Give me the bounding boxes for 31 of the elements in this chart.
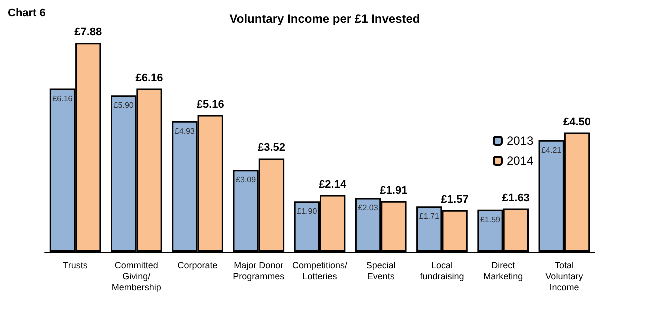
x-tick-label: Local fundraising	[420, 260, 464, 282]
x-tick-label: Committed Giving/ Membership	[112, 260, 162, 292]
data-label: £5.16	[196, 98, 224, 111]
data-label: £1.91	[380, 184, 408, 197]
x-tick-label: Total Voluntary Income	[546, 260, 584, 292]
data-label: £5.90	[114, 101, 134, 110]
x-tick-label: Competitions/ Lotteries	[292, 260, 348, 282]
data-label: £3.52	[258, 142, 286, 154]
data-label: £1.90	[297, 207, 318, 216]
data-label: £3.09	[236, 176, 257, 185]
data-label: £6.16	[136, 72, 164, 84]
x-tick-label: Special Events	[366, 260, 396, 282]
legend-label: 2014	[507, 154, 534, 168]
data-label: £6.16	[52, 94, 74, 104]
data-label: £1.71	[419, 212, 440, 222]
x-tick-label: Corporate	[178, 260, 218, 270]
data-label: £1.63	[502, 192, 530, 204]
data-label: £4.50	[564, 116, 592, 128]
data-label: £4.21	[542, 146, 562, 155]
data-label: £4.93	[174, 126, 196, 136]
data-label: £7.88	[74, 26, 102, 39]
x-tick-label: Direct Marketing	[484, 260, 524, 282]
x-tick-label: Trusts	[63, 260, 88, 270]
data-label: £2.14	[319, 178, 348, 191]
caption: Chart 6	[8, 8, 46, 20]
data-label: £2.03	[358, 204, 379, 213]
data-label: £1.57	[441, 194, 469, 206]
legend-label: 2013	[507, 134, 534, 148]
x-tick-label: Major Donor Programmes	[233, 260, 286, 282]
data-label: £1.59	[480, 215, 502, 224]
chart-title: Voluntary Income per £1 Invested	[230, 12, 420, 26]
